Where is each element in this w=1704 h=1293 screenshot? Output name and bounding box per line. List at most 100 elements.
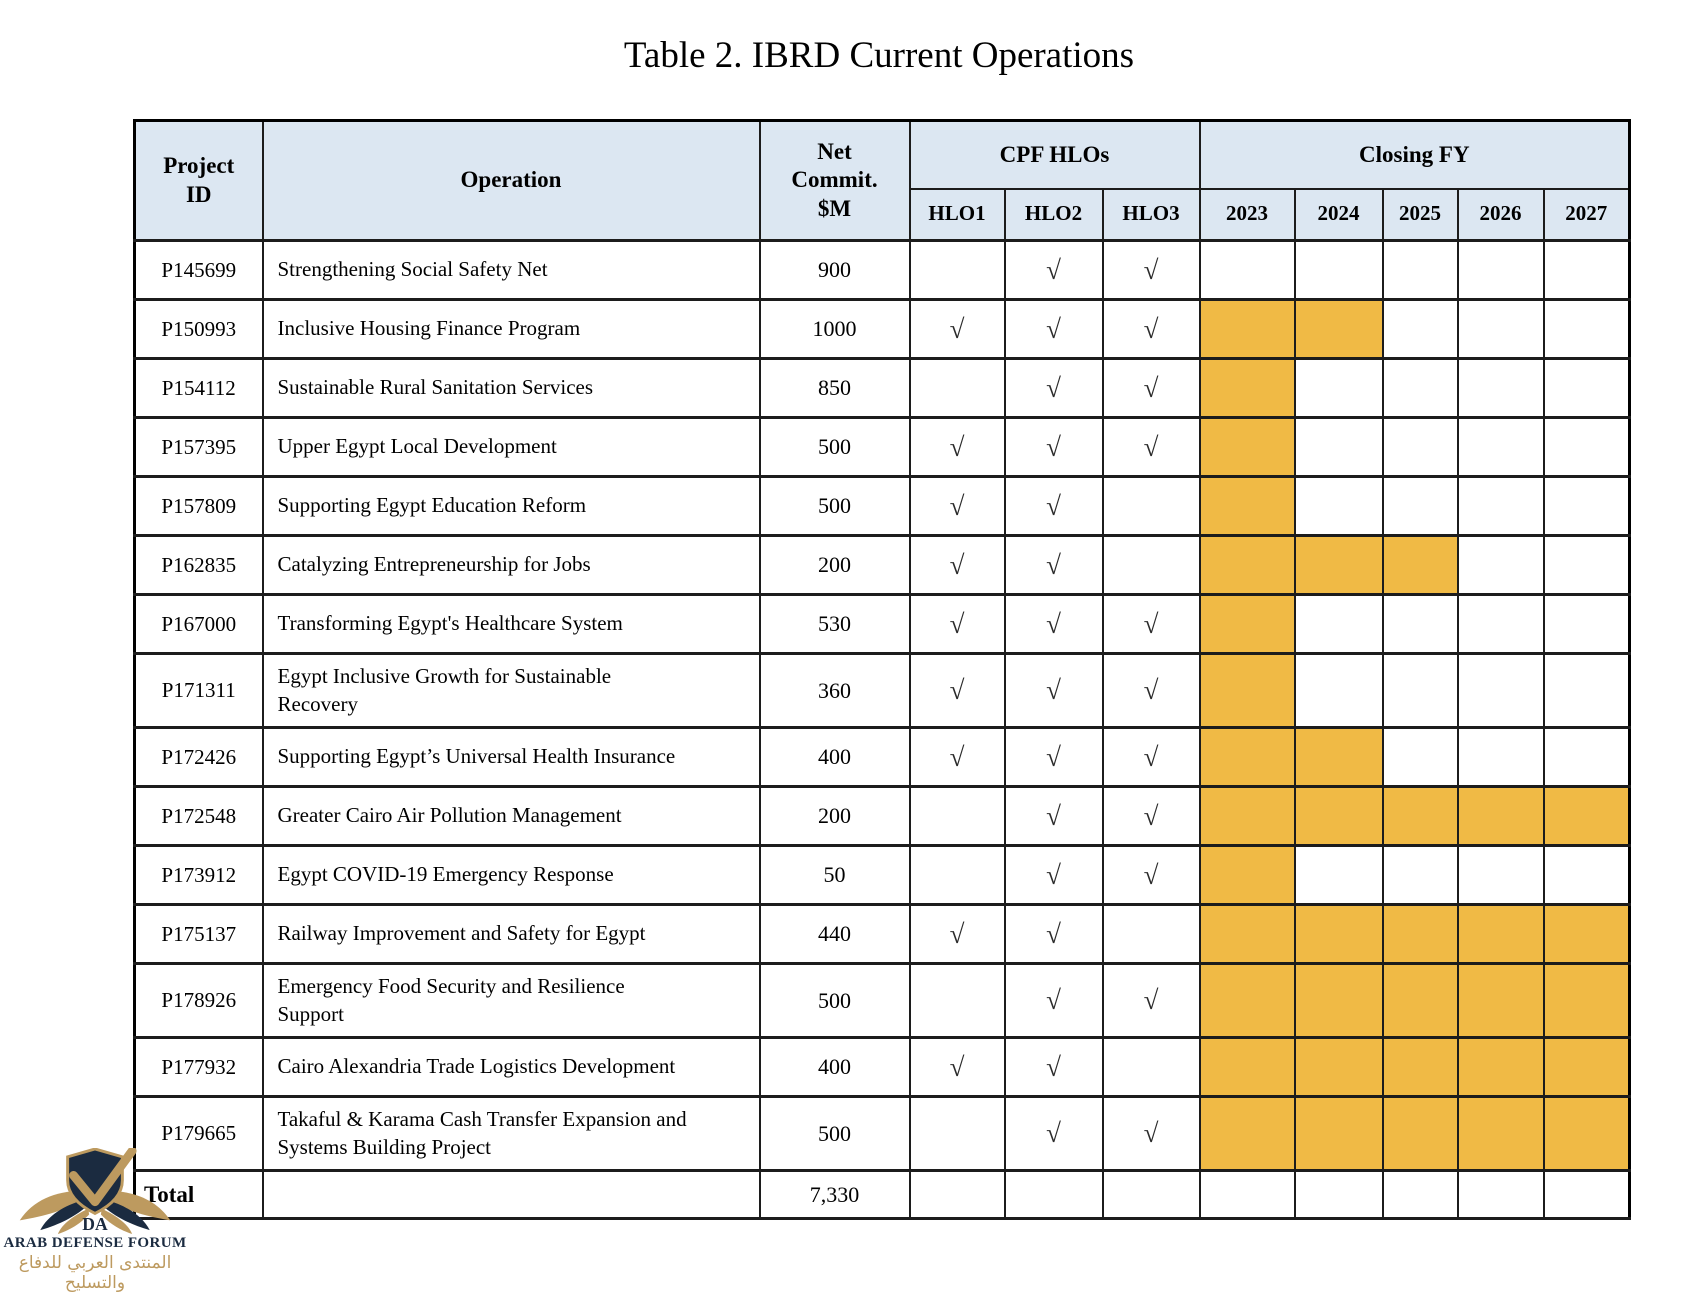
hlo2-check-cell: √ <box>1003 239 1104 301</box>
net-commit-cell: 530 <box>758 593 911 655</box>
fy-2025-cell <box>1381 844 1459 906</box>
project-id-cell: P177932 <box>133 1036 264 1098</box>
hlo3-check-cell: √ <box>1101 357 1201 419</box>
fy-2023-cell <box>1198 357 1296 419</box>
fy-2023-cell <box>1198 903 1296 965</box>
header-sub-row: HLO1 HLO2 HLO3 2023 2024 2025 2026 2027 <box>135 187 1631 242</box>
hlo3-check-cell <box>1101 534 1201 596</box>
fy-2024-cell <box>1293 593 1384 655</box>
total-fy-2027-cell <box>1542 1169 1631 1220</box>
fy-2026-cell <box>1456 652 1545 729</box>
operation-cell: Emergency Food Security and Resilience S… <box>261 962 761 1039</box>
project-id-cell: P171311 <box>133 652 264 729</box>
operation-cell: Cairo Alexandria Trade Logistics Develop… <box>261 1036 761 1098</box>
project-id-cell: P162835 <box>133 534 264 596</box>
total-fy-2024-cell <box>1293 1169 1384 1220</box>
net-commit-cell: 440 <box>758 903 911 965</box>
fy-2023-cell <box>1198 534 1296 596</box>
table-row: P177932 Cairo Alexandria Trade Logistics … <box>133 1036 1631 1098</box>
total-hlo3-cell <box>1101 1169 1201 1220</box>
hlo3-check-cell: √ <box>1101 785 1201 847</box>
project-id-cell: P172426 <box>133 726 264 788</box>
total-row: Total 7,330 <box>133 1169 1631 1220</box>
col-header-fy-2026: 2026 <box>1456 187 1545 242</box>
net-commit-cell: 200 <box>758 785 911 847</box>
total-fy-2026-cell <box>1456 1169 1545 1220</box>
net-commit-cell: 500 <box>758 416 911 478</box>
fy-2026-cell <box>1456 844 1545 906</box>
fy-2023-cell <box>1198 726 1296 788</box>
hlo3-check-cell <box>1101 903 1201 965</box>
table-row: P178926 Emergency Food Security and Resil… <box>133 962 1631 1039</box>
operation-cell: Inclusive Housing Finance Program <box>261 298 761 360</box>
table-row: P167000 Transforming Egypt's Healthcare S… <box>133 593 1631 655</box>
operation-cell: Sustainable Rural Sanitation Services <box>261 357 761 419</box>
ibrd-operations-table: Project ID Operation Net Commit. $M CPF … <box>133 119 1632 1220</box>
hlo2-check-cell: √ <box>1003 1036 1104 1098</box>
hlo3-check-cell: √ <box>1101 593 1201 655</box>
fy-2025-cell <box>1381 239 1459 301</box>
fy-2025-cell <box>1381 962 1459 1039</box>
watermark-name: ARAB DEFENSE FORUM <box>3 1235 187 1251</box>
hlo2-check-cell: √ <box>1003 357 1104 419</box>
fy-2025-cell <box>1381 785 1459 847</box>
monogram-text: DA <box>82 1214 108 1234</box>
fy-2024-cell <box>1293 962 1384 1039</box>
net-commit-cell: 850 <box>758 357 911 419</box>
col-header-hlo2: HLO2 <box>1003 187 1104 242</box>
total-hlo2-cell <box>1003 1169 1104 1220</box>
hlo1-check-cell <box>908 1095 1006 1172</box>
hlo1-check-cell: √ <box>908 903 1006 965</box>
hlo3-check-cell: √ <box>1101 416 1201 478</box>
col-header-fy-2027: 2027 <box>1542 187 1631 242</box>
fy-2027-cell <box>1542 1095 1631 1172</box>
fy-2026-cell <box>1456 298 1545 360</box>
hlo1-check-cell: √ <box>908 726 1006 788</box>
col-header-operation: Operation <box>261 119 761 242</box>
operation-cell: Greater Cairo Air Pollution Management <box>261 785 761 847</box>
hlo1-check-cell <box>908 785 1006 847</box>
hlo2-check-cell: √ <box>1003 475 1104 537</box>
fy-2024-cell <box>1293 785 1384 847</box>
hlo1-check-cell: √ <box>908 298 1006 360</box>
hlo1-check-cell: √ <box>908 534 1006 596</box>
fy-2025-cell <box>1381 298 1459 360</box>
hlo3-check-cell: √ <box>1101 1095 1201 1172</box>
table-row: P145699 Strengthening Social Safety Net 90… <box>133 239 1631 301</box>
fy-2026-cell <box>1456 534 1545 596</box>
table-row: P150993 Inclusive Housing Finance Program… <box>133 298 1631 360</box>
hlo2-check-cell: √ <box>1003 534 1104 596</box>
fy-2023-cell <box>1198 1036 1296 1098</box>
net-commit-cell: 500 <box>758 1095 911 1172</box>
table-header: Project ID Operation Net Commit. $M CPF … <box>133 119 1631 242</box>
fy-2026-cell <box>1456 1036 1545 1098</box>
fy-2026-cell <box>1456 475 1545 537</box>
net-commit-cell: 400 <box>758 1036 911 1098</box>
fy-2024-cell <box>1293 1095 1384 1172</box>
hlo1-check-cell: √ <box>908 593 1006 655</box>
fy-2027-cell <box>1542 962 1631 1039</box>
total-fy-2025-cell <box>1381 1169 1459 1220</box>
fy-2025-cell <box>1381 1036 1459 1098</box>
fy-2026-cell <box>1456 962 1545 1039</box>
operation-cell: Supporting Egypt Education Reform <box>261 475 761 537</box>
fy-2024-cell <box>1293 298 1384 360</box>
net-commit-cell: 50 <box>758 844 911 906</box>
operation-cell: Supporting Egypt’s Universal Health Insu… <box>261 726 761 788</box>
fy-2026-cell <box>1456 1095 1545 1172</box>
project-id-cell: P175137 <box>133 903 264 965</box>
hlo2-check-cell: √ <box>1003 1095 1104 1172</box>
hlo2-check-cell: √ <box>1003 844 1104 906</box>
hlo1-check-cell <box>908 357 1006 419</box>
col-header-hlo3: HLO3 <box>1101 187 1201 242</box>
hlo1-check-cell: √ <box>908 475 1006 537</box>
fy-2027-cell <box>1542 239 1631 301</box>
net-commit-cell: 500 <box>758 962 911 1039</box>
fy-2024-cell <box>1293 357 1384 419</box>
col-header-net-commit: Net Commit. $M <box>758 119 911 242</box>
fy-2026-cell <box>1456 785 1545 847</box>
col-header-hlo1: HLO1 <box>908 187 1006 242</box>
hlo3-check-cell: √ <box>1101 962 1201 1039</box>
total-net-commit: 7,330 <box>758 1169 911 1220</box>
fy-2023-cell <box>1198 652 1296 729</box>
